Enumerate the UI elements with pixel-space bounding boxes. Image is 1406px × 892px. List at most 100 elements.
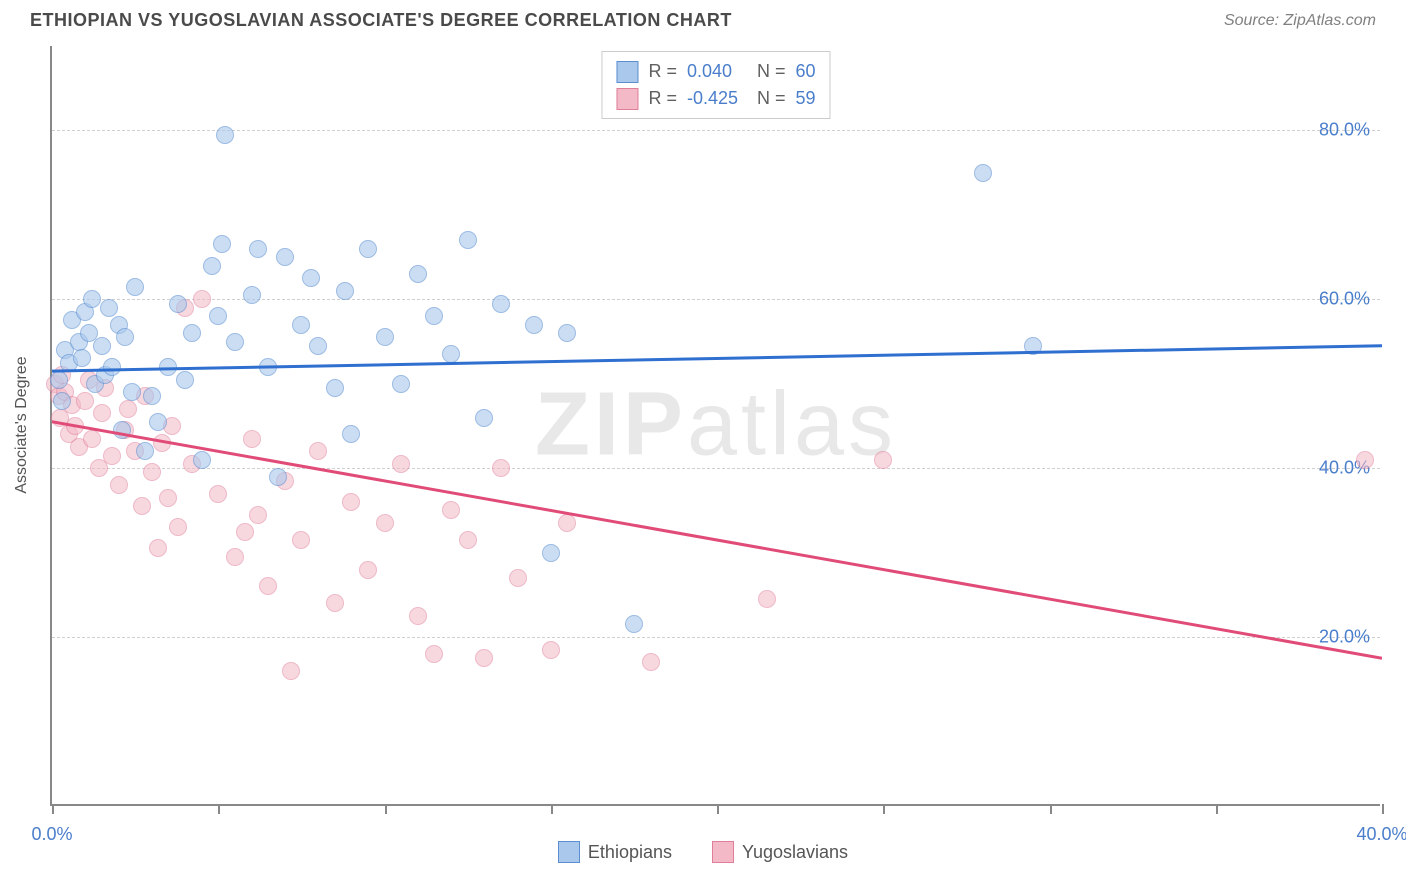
watermark: ZIPatlas [535, 374, 897, 477]
n-label: N = [757, 58, 786, 85]
yugoslavians-point [459, 531, 477, 549]
legend-swatch [616, 88, 638, 110]
yugoslavians-point [509, 569, 527, 587]
ethiopians-point [193, 451, 211, 469]
scatter-plot-area: ZIPatlas Associate's Degree R =0.040N =6… [50, 46, 1380, 806]
yugoslavians-point [282, 662, 300, 680]
ethiopians-point [1024, 337, 1042, 355]
ethiopians-point [625, 615, 643, 633]
legend-row: R = 0.040 N = 60 [616, 58, 815, 85]
ethiopians-point [149, 413, 167, 431]
ethiopians-point [83, 290, 101, 308]
r-value: -0.425 [687, 85, 747, 112]
ethiopians-point [342, 425, 360, 443]
x-tick [218, 804, 220, 814]
yugoslavians-point [149, 539, 167, 557]
yugoslavians-point [169, 518, 187, 536]
x-tick [1382, 804, 1384, 814]
yugoslavians-point [66, 417, 84, 435]
yugoslavians-point [110, 476, 128, 494]
yugoslavians-point [193, 290, 211, 308]
ethiopians-point [113, 421, 131, 439]
ethiopians-point [475, 409, 493, 427]
ethiopians-point [558, 324, 576, 342]
legend-swatch [712, 841, 734, 863]
ethiopians-point [269, 468, 287, 486]
x-tick [551, 804, 553, 814]
ethiopians-point [100, 299, 118, 317]
ethiopians-point [425, 307, 443, 325]
r-value: 0.040 [687, 58, 747, 85]
y-tick-label: 20.0% [1319, 627, 1370, 648]
gridline [52, 637, 1380, 638]
yugoslavians-point [475, 649, 493, 667]
ethiopians-point [126, 278, 144, 296]
ethiopians-point [974, 164, 992, 182]
r-label: R = [648, 58, 677, 85]
yugoslavians-point [153, 434, 171, 452]
yugoslavians-point [442, 501, 460, 519]
yugoslavians-point [83, 430, 101, 448]
r-label: R = [648, 85, 677, 112]
ethiopians-point [216, 126, 234, 144]
yugoslavians-point [226, 548, 244, 566]
x-tick [1216, 804, 1218, 814]
ethiopians-point [123, 383, 141, 401]
x-tick [52, 804, 54, 814]
ethiopians-point [176, 371, 194, 389]
yugoslavians-point [874, 451, 892, 469]
ethiopians-point [93, 337, 111, 355]
yugoslavians-point [342, 493, 360, 511]
legend-row: R = -0.425 N = 59 [616, 85, 815, 112]
ethiopians-point [326, 379, 344, 397]
yugoslavians-point [359, 561, 377, 579]
ethiopians-point [442, 345, 460, 363]
ethiopians-point [183, 324, 201, 342]
ethiopians-point [203, 257, 221, 275]
series-legend: Ethiopians Yugoslavians [0, 841, 1406, 863]
ethiopians-point [226, 333, 244, 351]
ethiopians-regression-line [52, 346, 1382, 371]
n-label: N = [757, 85, 786, 112]
ethiopians-point [50, 371, 68, 389]
n-value: 59 [796, 85, 816, 112]
yugoslavians-point [93, 404, 111, 422]
ethiopians-point [336, 282, 354, 300]
legend-item: Yugoslavians [712, 841, 848, 863]
gridline [52, 130, 1380, 131]
ethiopians-point [143, 387, 161, 405]
yugoslavians-point [236, 523, 254, 541]
yugoslavians-point [143, 463, 161, 481]
legend-label: Ethiopians [588, 842, 672, 863]
yugoslavians-point [259, 577, 277, 595]
yugoslavians-point [103, 447, 121, 465]
ethiopians-point [103, 358, 121, 376]
ethiopians-point [259, 358, 277, 376]
y-tick-label: 80.0% [1319, 120, 1370, 141]
yugoslavians-point [133, 497, 151, 515]
x-tick [717, 804, 719, 814]
ethiopians-point [459, 231, 477, 249]
ethiopians-point [213, 235, 231, 253]
yugoslavians-point [542, 641, 560, 659]
legend-label: Yugoslavians [742, 842, 848, 863]
yugoslavians-point [309, 442, 327, 460]
yugoslavians-point [159, 489, 177, 507]
yugoslavians-point [425, 645, 443, 663]
yugoslavians-point [758, 590, 776, 608]
legend-swatch [616, 61, 638, 83]
n-value: 60 [796, 58, 816, 85]
y-tick-label: 60.0% [1319, 289, 1370, 310]
ethiopians-point [249, 240, 267, 258]
yugoslavians-point [642, 653, 660, 671]
yugoslavians-point [392, 455, 410, 473]
legend-swatch [558, 841, 580, 863]
x-tick-label: 0.0% [31, 824, 72, 845]
legend-item: Ethiopians [558, 841, 672, 863]
ethiopians-point [116, 328, 134, 346]
ethiopians-point [359, 240, 377, 258]
yugoslavians-point [1356, 451, 1374, 469]
ethiopians-point [525, 316, 543, 334]
ethiopians-point [392, 375, 410, 393]
yugoslavians-point [558, 514, 576, 532]
